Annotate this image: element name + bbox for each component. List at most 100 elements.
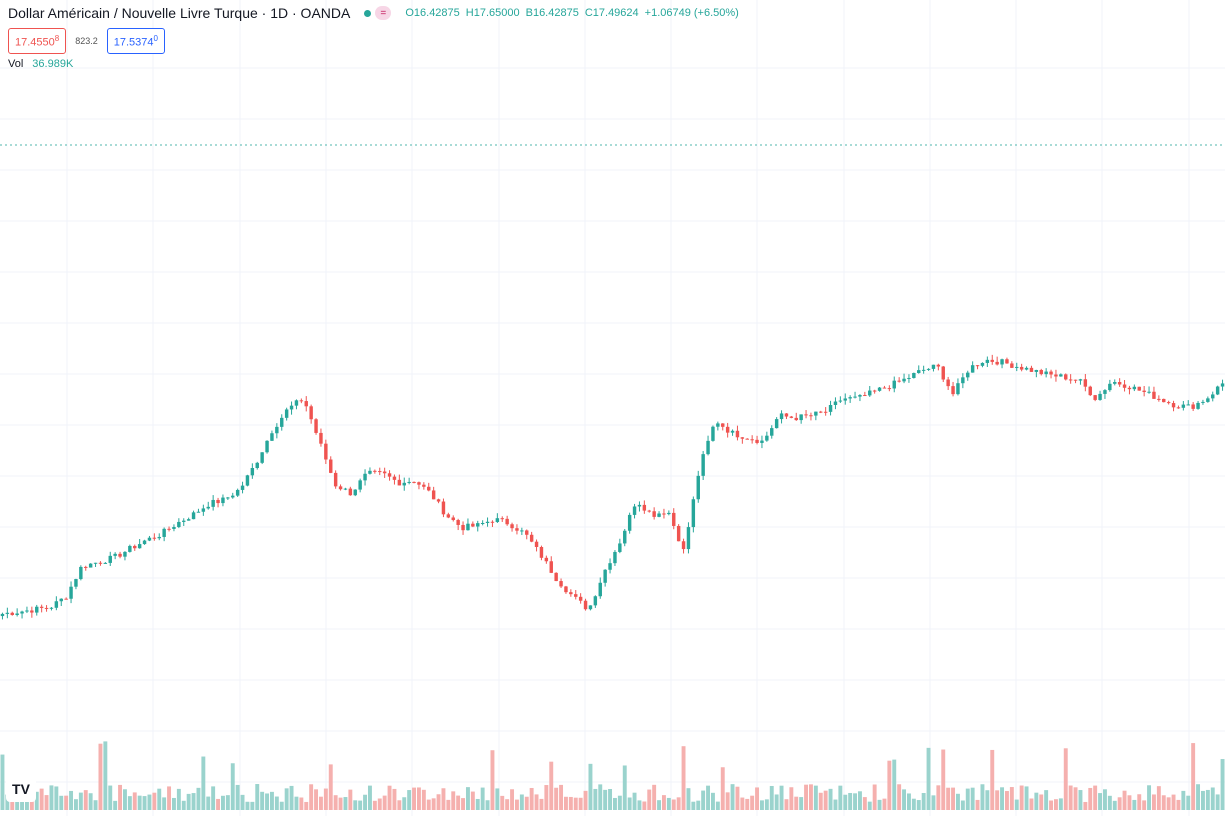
volume-bar	[965, 788, 970, 810]
candle-body	[755, 439, 759, 443]
volume-bar	[456, 795, 461, 810]
candle-body	[1147, 391, 1151, 393]
volume-bar	[603, 789, 608, 810]
candle-body	[1068, 379, 1073, 381]
volume-bar	[661, 795, 666, 810]
volume-bar	[608, 788, 613, 810]
candle-body	[897, 380, 901, 382]
candle-body	[446, 514, 451, 518]
candle-body	[848, 397, 852, 399]
candle-body	[226, 497, 230, 499]
candle-body	[123, 551, 127, 557]
candle-body	[1073, 379, 1078, 381]
volume-bar	[451, 791, 456, 810]
volume-bar	[936, 785, 941, 810]
volume-bar	[490, 750, 495, 810]
volume-label[interactable]: Vol	[8, 58, 24, 70]
candle-body	[363, 473, 367, 481]
candle-body	[701, 454, 705, 476]
candle-body	[500, 518, 504, 520]
candle-body	[299, 400, 304, 402]
symbol-title[interactable]: Dollar Américain / Nouvelle Livre Turque…	[8, 5, 351, 21]
volume-bar	[1112, 800, 1117, 810]
candle-body	[54, 601, 59, 608]
volume-bar	[167, 786, 172, 810]
candle-body	[358, 480, 362, 490]
volume-bar	[441, 788, 446, 810]
candle-body	[951, 386, 955, 395]
market-status[interactable]: =	[364, 6, 392, 20]
candle-body	[397, 479, 402, 486]
candle-body	[231, 495, 235, 498]
candle-body	[946, 379, 950, 387]
candle-body	[79, 566, 83, 580]
buy-button[interactable]: 17.53740	[106, 28, 165, 54]
candle-body	[735, 430, 740, 438]
volume-bar	[916, 800, 921, 810]
volume-bar	[83, 790, 88, 810]
candle-body	[1103, 390, 1107, 394]
candle-body	[799, 414, 803, 421]
candle-body	[941, 366, 945, 380]
volume-bar	[1039, 794, 1044, 810]
candle-body	[221, 497, 225, 504]
volume-bar	[1068, 785, 1073, 810]
candle-body	[402, 482, 406, 486]
sell-button[interactable]: 17.45508	[8, 28, 67, 54]
candle-body	[118, 553, 122, 557]
volume-bar	[1132, 799, 1137, 810]
candle-body	[495, 518, 500, 522]
volume-bar	[1196, 784, 1201, 810]
volume-bar	[1049, 800, 1054, 810]
candle-body	[0, 613, 5, 617]
volume-bar	[1161, 795, 1166, 810]
candle-body	[980, 362, 985, 366]
volume-bar	[387, 785, 392, 810]
volume-bar	[1088, 787, 1093, 810]
candle-body	[1054, 374, 1058, 377]
volume-bar	[725, 792, 730, 810]
candle-body	[84, 566, 88, 568]
candle-body	[966, 372, 970, 378]
volume-bar	[862, 797, 867, 810]
candle-body	[926, 368, 931, 370]
candle-body	[373, 470, 377, 472]
candle-body	[167, 528, 171, 530]
candle-body	[1088, 386, 1092, 396]
volume-bar	[480, 787, 485, 810]
candle-body	[843, 398, 847, 401]
volume-bar	[304, 801, 309, 810]
volume-bar	[5, 794, 10, 810]
candle-body	[515, 528, 519, 531]
volume-bar	[1210, 787, 1215, 810]
candle-body	[451, 517, 455, 521]
candle-body	[921, 369, 926, 371]
candle-body	[35, 606, 39, 613]
candle-body	[819, 411, 823, 413]
volume-bar	[279, 801, 284, 810]
candle-body	[544, 557, 549, 562]
volume-bar	[235, 784, 240, 810]
candle-body	[338, 486, 343, 490]
volume-bar	[1000, 787, 1005, 810]
candle-body	[931, 364, 936, 369]
candle-body	[618, 543, 622, 552]
volume-bar	[779, 785, 784, 810]
volume-bar	[1215, 794, 1220, 810]
candle-body	[314, 419, 318, 433]
candle-body	[608, 563, 612, 570]
volume-bar	[804, 784, 809, 810]
volume-bar	[612, 797, 617, 810]
volume-bar	[176, 788, 181, 810]
volume-bar	[289, 785, 294, 810]
tradingview-logo-icon[interactable]: TV	[6, 776, 36, 802]
volume-bar	[980, 784, 985, 810]
candle-body	[539, 546, 544, 558]
candle-body	[1201, 401, 1205, 403]
volume-bar	[892, 759, 897, 810]
candle-body	[196, 511, 201, 513]
volume-bar	[78, 792, 83, 810]
volume-bar	[946, 787, 951, 810]
